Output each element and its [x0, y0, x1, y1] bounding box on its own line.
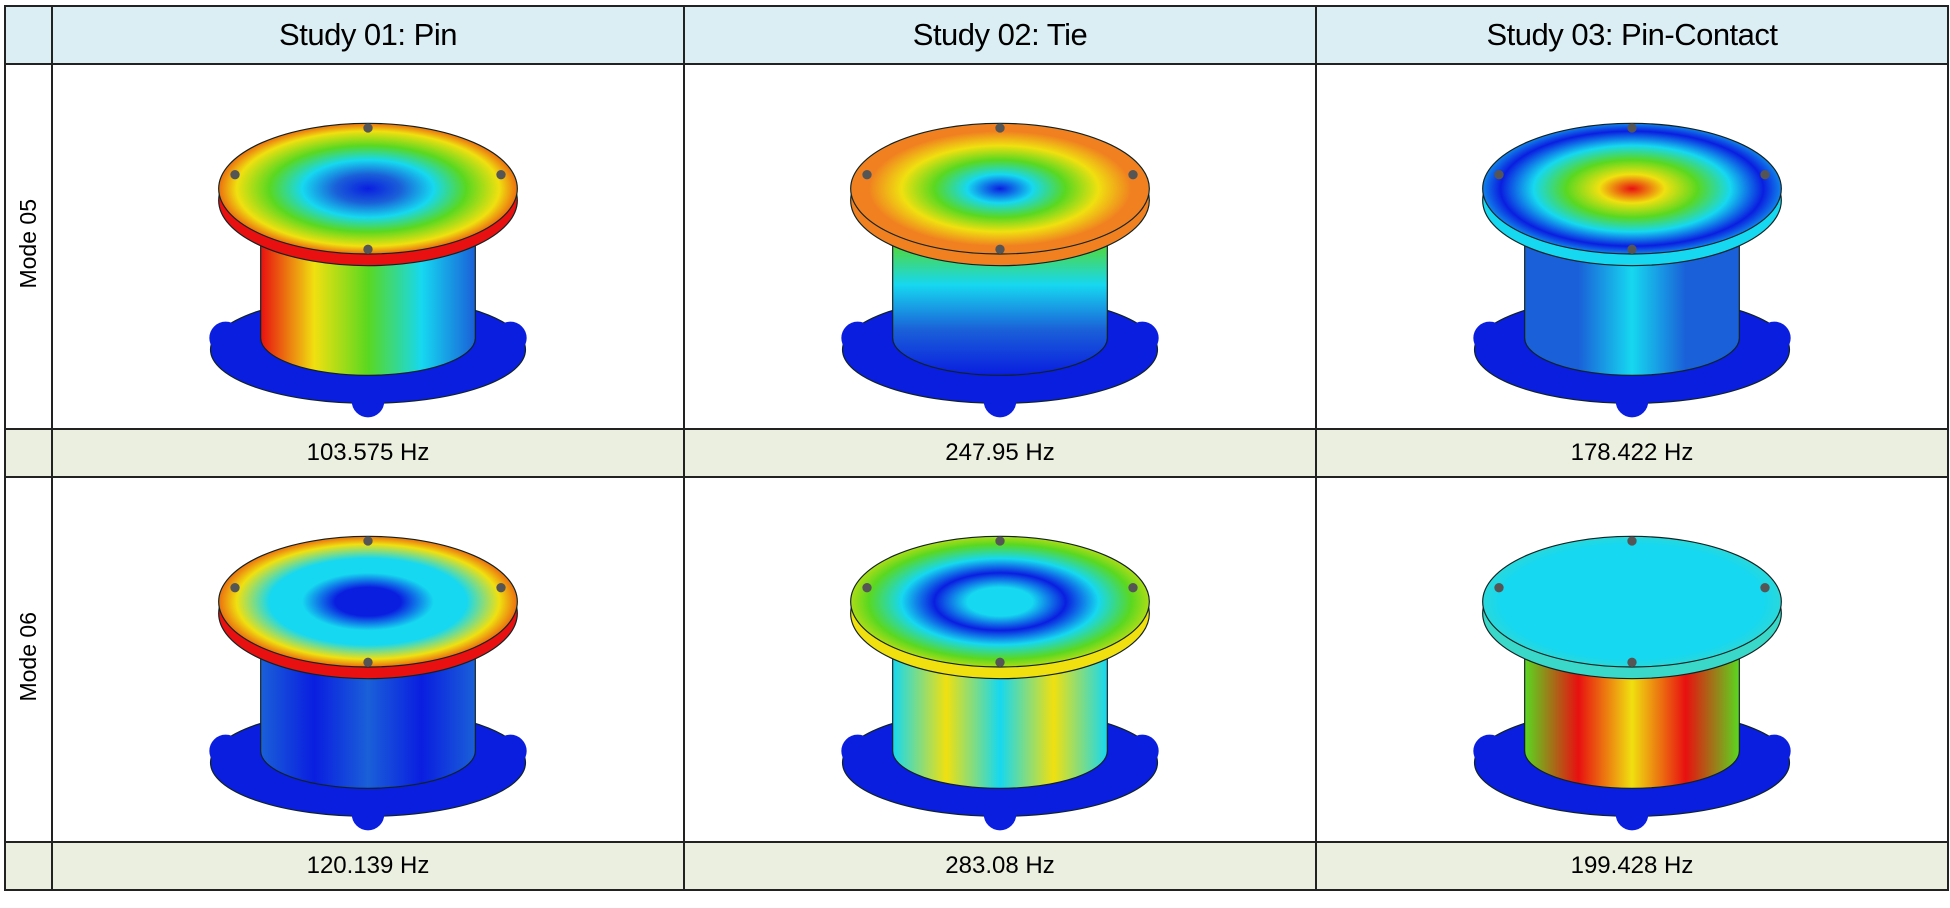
render-shape — [850, 122, 1150, 255]
image-row: Mode 06 — [4, 476, 1949, 843]
render-shape — [1627, 122, 1637, 133]
render-shape — [1615, 797, 1649, 830]
image-cell — [1315, 476, 1949, 843]
render-shape — [995, 244, 1005, 254]
image-row: Mode 05 — [4, 63, 1949, 430]
corner-cell — [4, 5, 53, 65]
render-shape — [1473, 321, 1506, 354]
frequency-row: 120.139 Hz 283.08 Hz 199.428 Hz — [4, 841, 1949, 891]
column-header: Study 01: Pin — [51, 5, 685, 65]
fea-render — [1473, 122, 1791, 417]
column-header: Study 03: Pin-Contact — [1315, 5, 1949, 65]
render-shape — [1482, 535, 1782, 668]
render-shape — [363, 122, 373, 133]
render-shape — [363, 244, 373, 254]
render-shape — [1126, 321, 1159, 354]
render-shape — [850, 535, 1150, 668]
image-cell — [51, 63, 685, 430]
render-shape — [209, 321, 242, 354]
render-shape — [1760, 582, 1770, 592]
frequency: 178.422 Hz — [1315, 428, 1949, 478]
blank-cell — [4, 428, 53, 478]
header-row: Study 01: Pin Study 02: Tie Study 03: Pi… — [4, 5, 1949, 65]
render-shape — [995, 122, 1005, 133]
render-shape — [841, 321, 874, 354]
render-shape — [862, 169, 872, 179]
render-shape — [1627, 244, 1637, 254]
fea-render — [1473, 535, 1791, 830]
frequency: 103.575 Hz — [51, 428, 685, 478]
render-shape — [494, 734, 527, 767]
render-shape — [496, 169, 506, 179]
render-shape — [1627, 657, 1637, 667]
render-shape — [209, 734, 242, 767]
render-shape — [218, 535, 518, 668]
row-label: Mode 05 — [15, 199, 41, 289]
fea-render — [841, 535, 1159, 830]
render-shape — [983, 797, 1017, 830]
frequency-row: 103.575 Hz 247.95 Hz 178.422 Hz — [4, 428, 1949, 478]
row-label: Mode 06 — [15, 612, 41, 702]
row-label-cell: Mode 06 — [4, 476, 53, 843]
render-shape — [1482, 122, 1782, 255]
render-shape — [1473, 734, 1506, 767]
fea-render — [841, 122, 1159, 417]
render-shape — [1758, 734, 1791, 767]
frequency: 120.139 Hz — [51, 841, 685, 891]
render-shape — [1627, 535, 1637, 546]
render-shape — [1760, 169, 1770, 179]
blank-cell — [4, 841, 53, 891]
render-shape — [1128, 169, 1138, 179]
render-shape — [995, 535, 1005, 546]
render-shape — [351, 797, 385, 830]
render-shape — [995, 657, 1005, 667]
render-shape — [218, 122, 518, 255]
render-shape — [841, 734, 874, 767]
render-shape — [1494, 582, 1504, 592]
render-shape — [1758, 321, 1791, 354]
render-shape — [363, 535, 373, 546]
render-shape — [1126, 734, 1159, 767]
image-cell — [683, 476, 1317, 843]
frequency: 283.08 Hz — [683, 841, 1317, 891]
render-shape — [1494, 169, 1504, 179]
render-shape — [1615, 384, 1649, 417]
render-shape — [230, 582, 240, 592]
render-shape — [351, 384, 385, 417]
column-header: Study 02: Tie — [683, 5, 1317, 65]
image-cell — [51, 476, 685, 843]
render-shape — [363, 657, 373, 667]
frequency: 247.95 Hz — [683, 428, 1317, 478]
fea-render — [209, 122, 527, 417]
render-shape — [230, 169, 240, 179]
render-shape — [983, 384, 1017, 417]
render-shape — [494, 321, 527, 354]
render-shape — [862, 582, 872, 592]
row-label-cell: Mode 05 — [4, 63, 53, 430]
image-cell — [683, 63, 1317, 430]
render-shape — [496, 582, 506, 592]
image-cell — [1315, 63, 1949, 430]
frequency: 199.428 Hz — [1315, 841, 1949, 891]
render-shape — [1128, 582, 1138, 592]
fea-render — [209, 535, 527, 830]
results-table: Study 01: Pin Study 02: Tie Study 03: Pi… — [4, 5, 1949, 891]
